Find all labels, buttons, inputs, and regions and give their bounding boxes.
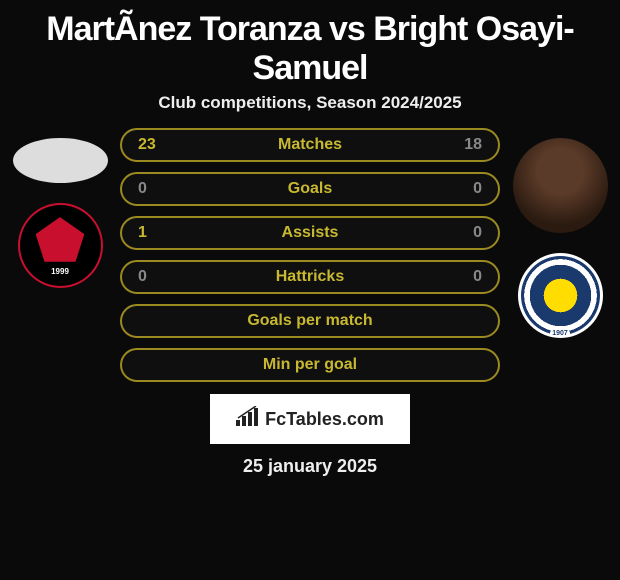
footer-date: 25 january 2025 (0, 456, 620, 477)
stat-left-value: 23 (138, 136, 168, 154)
stat-row-matches: 23 Matches 18 (120, 128, 500, 162)
brand-logo: FcTables.com (210, 394, 410, 444)
stat-row-min-per-goal: Min per goal (120, 348, 500, 382)
stat-right-value: 0 (452, 224, 482, 242)
chart-icon (236, 406, 260, 432)
stat-label: Goals per match (168, 312, 452, 330)
club-badge-left (18, 203, 103, 288)
page-title: MartÃ­nez Toranza vs Bright Osayi-Samuel (0, 0, 620, 93)
stat-label: Hattricks (168, 268, 452, 286)
subtitle: Club competitions, Season 2024/2025 (0, 93, 620, 113)
left-player-column (10, 128, 110, 382)
stat-right-value: 18 (452, 136, 482, 154)
stat-left-value: 0 (138, 268, 168, 286)
stat-left-value: 0 (138, 180, 168, 198)
stat-row-hattricks: 0 Hattricks 0 (120, 260, 500, 294)
club-badge-right (518, 253, 603, 338)
stat-right-value: 0 (452, 268, 482, 286)
stat-row-assists: 1 Assists 0 (120, 216, 500, 250)
stat-label: Assists (168, 224, 452, 242)
stats-column: 23 Matches 18 0 Goals 0 1 Assists 0 0 Ha… (120, 128, 500, 382)
stat-row-goals-per-match: Goals per match (120, 304, 500, 338)
stat-label: Goals (168, 180, 452, 198)
stat-row-goals: 0 Goals 0 (120, 172, 500, 206)
stat-left-value: 1 (138, 224, 168, 242)
stat-label: Matches (168, 136, 452, 154)
stat-right-value: 0 (452, 180, 482, 198)
comparison-content: 23 Matches 18 0 Goals 0 1 Assists 0 0 Ha… (0, 128, 620, 382)
player-right-photo (513, 138, 608, 233)
right-player-column (510, 128, 610, 382)
player-left-photo (13, 138, 108, 183)
brand-text: FcTables.com (265, 409, 384, 430)
stat-label: Min per goal (168, 356, 452, 374)
